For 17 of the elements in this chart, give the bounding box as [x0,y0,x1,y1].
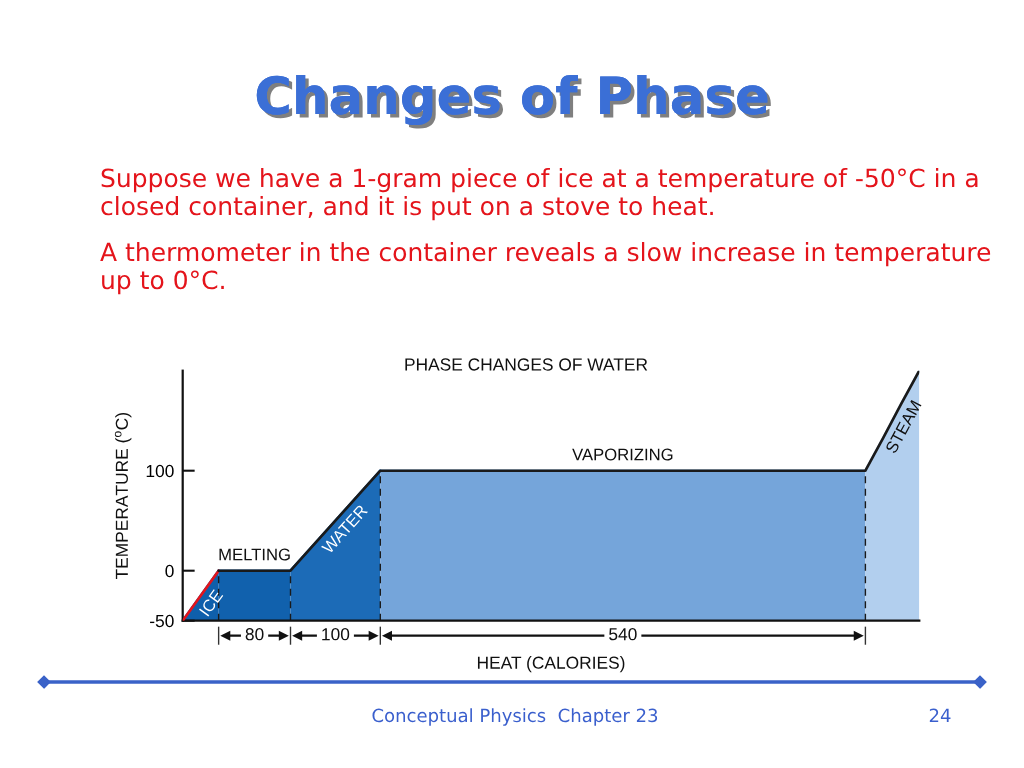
text: ICE [198,588,224,617]
y-axis-title: TEMPERATURE ($^{o}$C) [114,413,132,580]
text: 24 [929,708,951,722]
series-label: VAPORIZING [572,448,673,461]
y-tick-label: 100 [146,464,174,478]
x-axis-title: HEAT (CALORIES) [477,656,625,673]
text: 540 [609,628,637,641]
text: Suppose we have a 1-gram piece of ice at a temperature of -50°C in a closed container, and it is put on a stove to heat. [101,168,978,221]
text: A thermometer in the container reveals a slow increase in temperature up to 0°C. [100,242,991,295]
text: 80 [245,628,264,641]
chart-title: Changes of Phase [256,74,771,129]
series-label: MELTING [219,548,290,561]
chart-subtitle: PHASE CHANGES OF WATER [405,358,648,371]
y-tick-label: -50 [150,614,174,628]
text: 100 [322,628,350,641]
text: Conceptual Physics Chapter 23 [372,708,658,726]
y-tick-label: 0 [165,564,174,578]
